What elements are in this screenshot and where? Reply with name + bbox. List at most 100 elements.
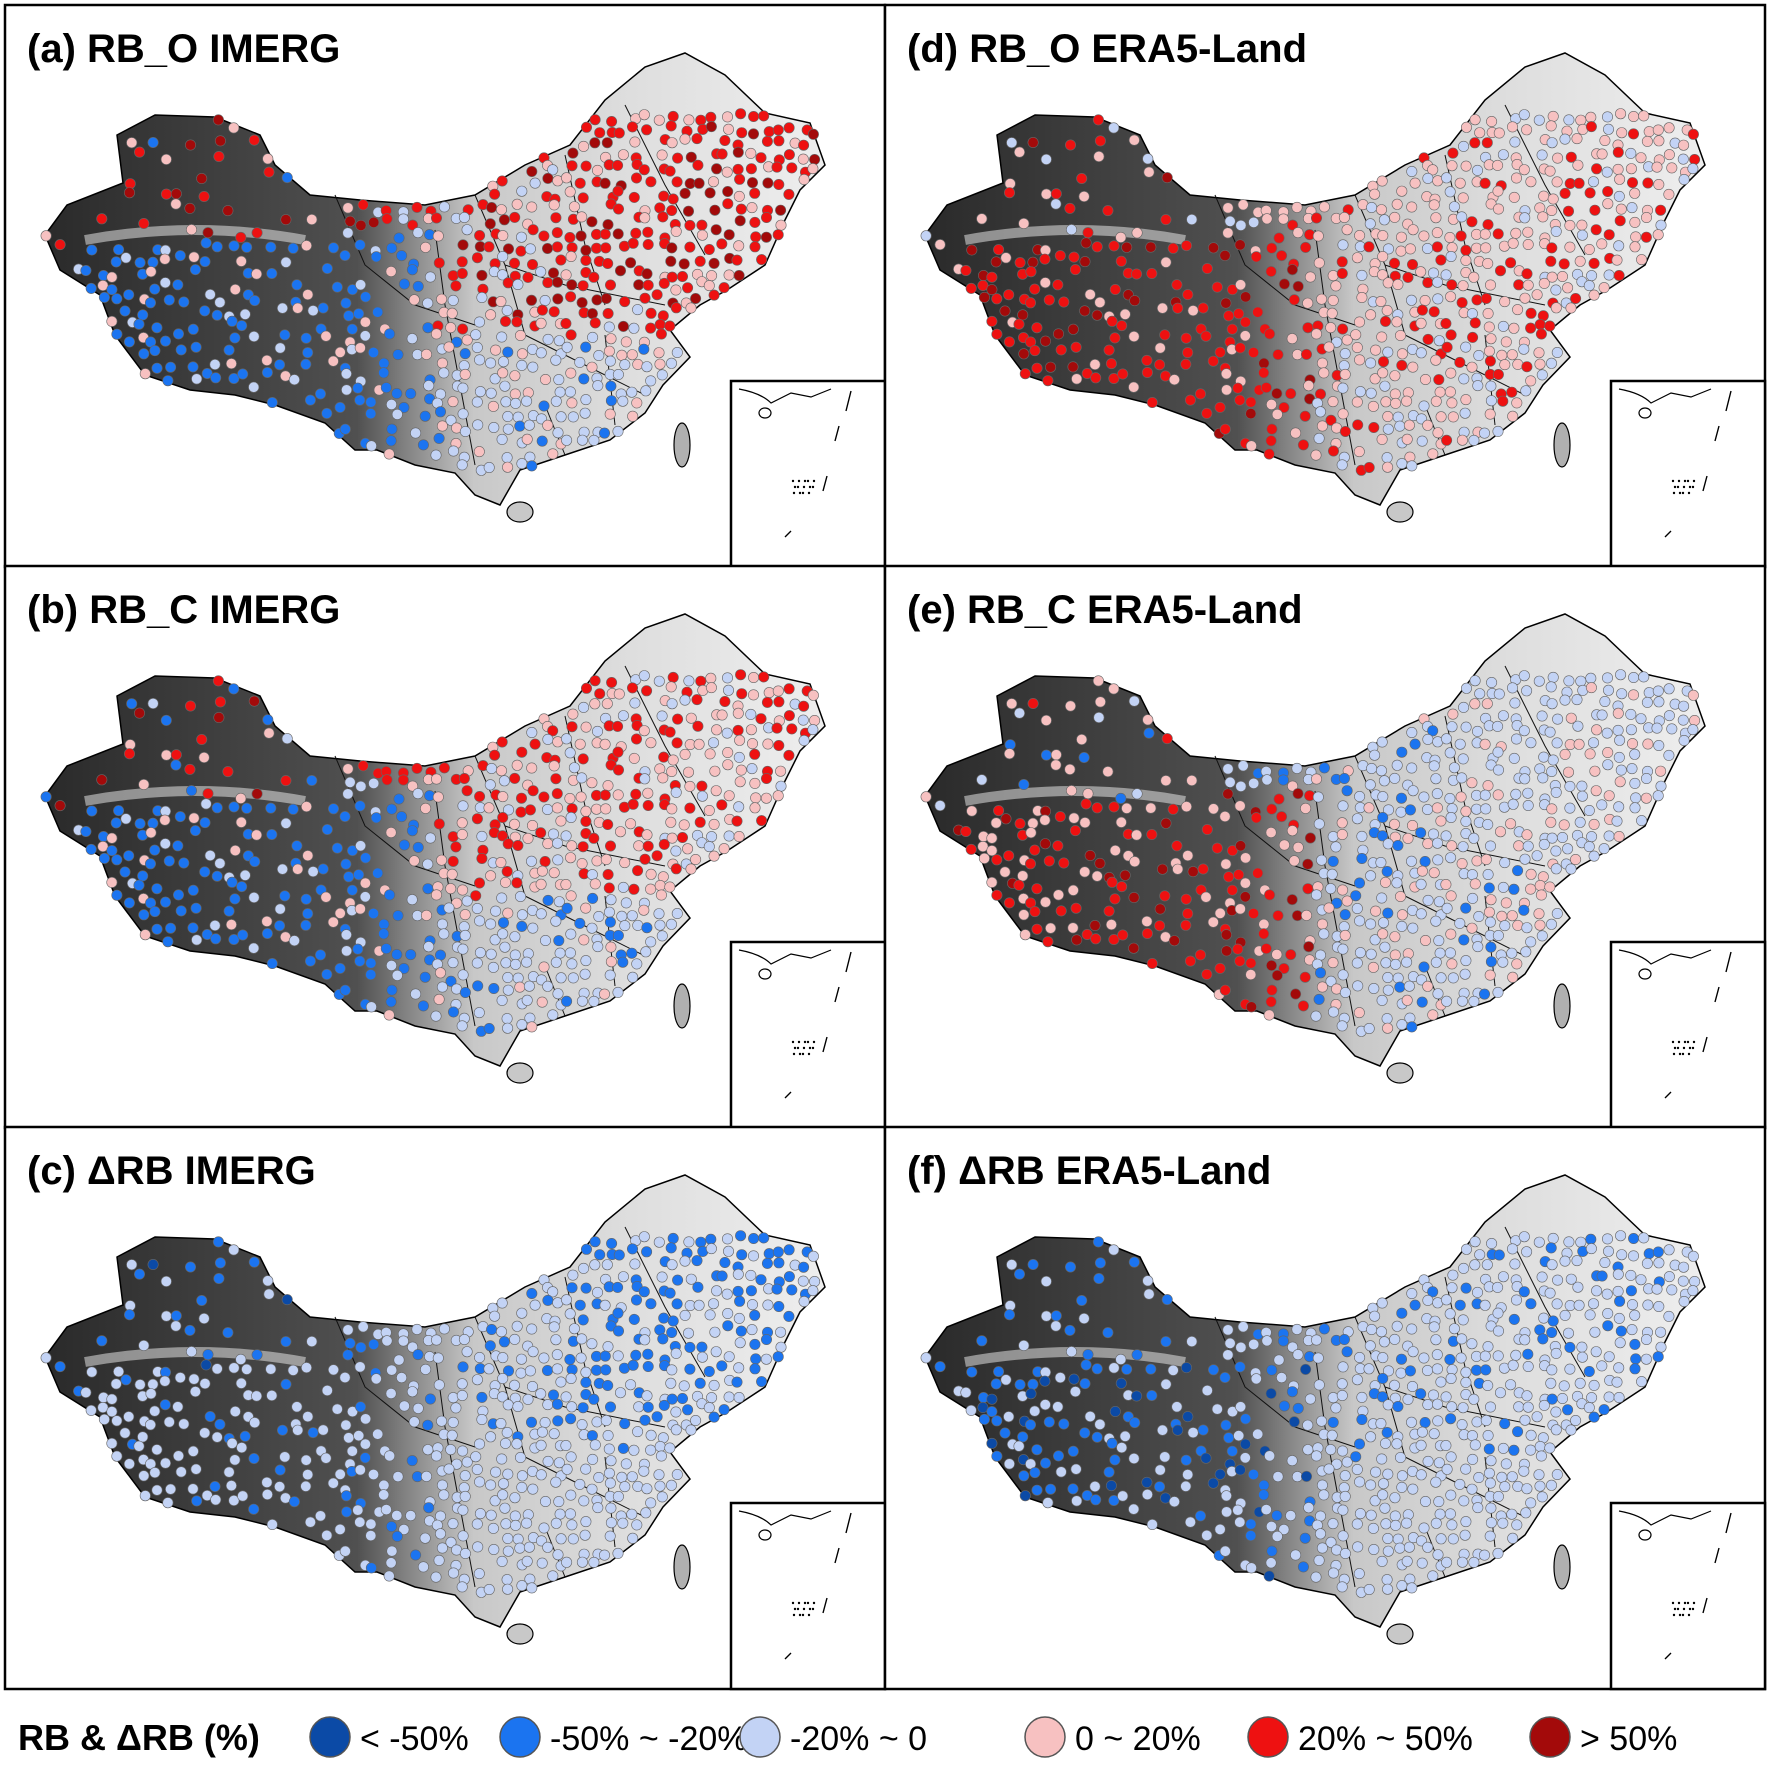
station-marker [499,1437,511,1449]
station-marker [422,1444,434,1456]
station-marker [1379,941,1391,953]
station-marker [1552,1274,1564,1286]
station-marker [1513,279,1525,291]
station-marker [1223,871,1235,883]
station-marker [580,1243,592,1255]
station-marker [551,241,563,253]
station-marker [501,452,513,464]
station-marker [1172,1424,1184,1436]
station-marker [1612,724,1624,736]
station-marker [1222,202,1234,214]
station-marker [499,941,511,953]
station-marker [1559,187,1571,199]
station-marker [1184,394,1196,406]
station-marker [541,804,553,816]
station-marker [580,341,592,353]
station-marker [547,164,559,176]
station-marker [733,1312,745,1324]
station-marker [614,826,626,838]
station-marker [554,386,566,398]
station-marker [381,1335,393,1347]
station-marker [576,434,588,446]
station-marker [578,1495,590,1507]
station-marker [1014,1379,1026,1391]
station-marker [1521,124,1533,136]
station-marker [1382,971,1394,983]
station-marker [565,251,577,263]
station-marker [1395,1353,1407,1365]
station-marker [552,1549,564,1561]
station-marker [645,936,657,948]
station-marker [225,919,237,931]
station-marker [214,1418,226,1430]
station-marker [1482,307,1494,319]
legend-swatch [1247,1716,1289,1758]
station-marker [1427,164,1439,176]
inset-islet [1681,491,1685,495]
station-marker [598,988,610,1000]
inset-coastline [1618,1510,1712,1526]
station-marker [1432,293,1444,305]
station-marker [263,727,275,739]
station-marker [605,956,617,968]
station-marker [1078,191,1090,203]
station-marker [1084,849,1096,861]
station-marker [1630,1353,1642,1365]
station-marker [1457,1314,1469,1326]
station-marker [1318,1323,1330,1335]
station-marker [1565,151,1577,163]
station-marker [1214,1523,1226,1535]
station-marker [1040,714,1052,726]
station-marker [1391,877,1403,889]
station-marker [1396,1307,1408,1319]
station-marker [651,850,663,862]
station-marker [97,840,109,852]
station-marker [665,120,677,132]
station-marker [509,1333,521,1345]
station-marker [1520,946,1532,958]
station-marker [1222,1349,1234,1361]
station-marker [1273,793,1285,805]
station-marker [667,110,679,122]
station-marker [524,1365,536,1377]
station-marker [703,805,715,817]
station-marker [527,224,539,236]
station-marker [1492,720,1504,732]
station-marker [1551,1298,1563,1310]
station-marker [486,763,498,775]
station-marker [1468,832,1480,844]
station-marker [1108,122,1120,134]
inset-islet [801,491,805,495]
station-marker [355,780,367,792]
station-marker [631,397,643,409]
station-marker [1416,304,1428,316]
station-marker [978,291,990,303]
station-marker [1258,367,1270,379]
station-marker [798,700,810,712]
station-marker [1092,675,1104,687]
station-marker [1469,878,1481,890]
station-marker [241,802,253,814]
station-marker [763,687,775,699]
station-marker [1471,725,1483,737]
station-marker [1266,1364,1278,1376]
station-marker [1546,766,1558,778]
station-marker [527,1483,539,1495]
station-marker [459,1490,471,1502]
station-marker [398,839,410,851]
station-marker [966,244,978,256]
station-marker [605,380,617,392]
station-marker [567,147,579,159]
station-marker [1441,902,1453,914]
station-marker [1119,1430,1131,1442]
station-marker [670,863,682,875]
station-marker [1261,774,1273,786]
station-marker [1108,240,1120,252]
station-marker [1599,696,1611,708]
station-marker [965,282,977,294]
station-marker [550,956,562,968]
station-marker [721,1288,733,1300]
station-marker [1415,347,1427,359]
station-marker [577,192,589,204]
inset-islet [806,1040,810,1044]
